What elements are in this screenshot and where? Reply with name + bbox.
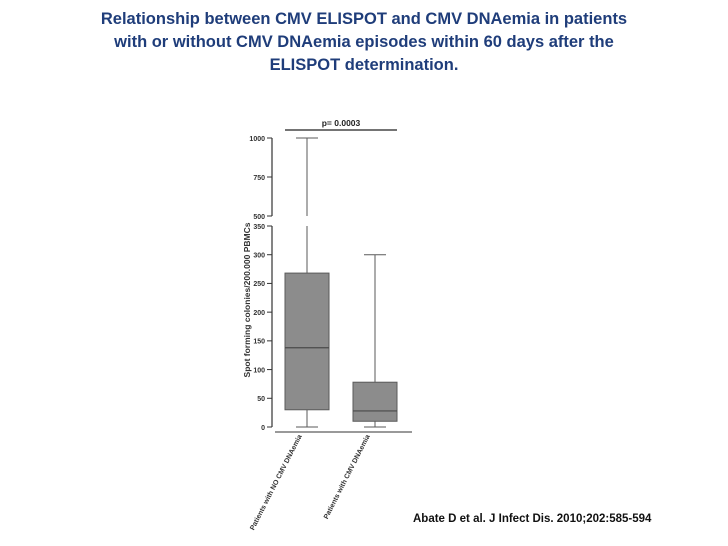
x-tick-label: Patients with CMV DNAemia	[323, 434, 372, 521]
box-iqr	[352, 381, 398, 422]
y-tick-label: 0	[261, 425, 265, 432]
slide-title: Relationship between CMV ELISPOT and CMV…	[20, 8, 708, 77]
y-tick-label: 500	[253, 214, 265, 221]
x-tick-label: Patients with NO CMV DNAemia	[249, 434, 303, 532]
y-tick-label: 750	[253, 175, 265, 182]
p-value-label: p= 0.0003	[322, 118, 361, 128]
annotation-layer: p= 0.0003	[285, 118, 397, 131]
y-tick-label: 300	[253, 253, 265, 260]
y-tick-label: 50	[257, 396, 265, 403]
title-line-1: Relationship between CMV ELISPOT and CMV…	[100, 10, 628, 28]
y-tick-label: 250	[253, 281, 265, 288]
box-2	[352, 254, 398, 428]
citation: Abate D et al. J Infect Dis. 2010;202:58…	[413, 513, 652, 525]
y-tick-label: 200	[253, 310, 265, 317]
box-layer	[284, 137, 398, 428]
y-tick-label: 1000	[249, 136, 265, 143]
title-line-3: ELISPOT determination.	[269, 56, 459, 74]
title-line-2: with or without CMV DNAemia episodes wit…	[114, 33, 614, 51]
y-axis-label: Spot forming colonies/200.000 PBMCs	[242, 222, 252, 377]
box-iqr	[284, 272, 330, 411]
y-tick-label: 150	[253, 339, 265, 346]
axis-layer: 0 50 100 150 200 250 300 350 500 750 1000 Patients …	[249, 136, 412, 532]
box-1	[284, 137, 330, 428]
y-tick-label: 100	[253, 367, 265, 374]
y-tick-label: 350	[253, 224, 265, 231]
